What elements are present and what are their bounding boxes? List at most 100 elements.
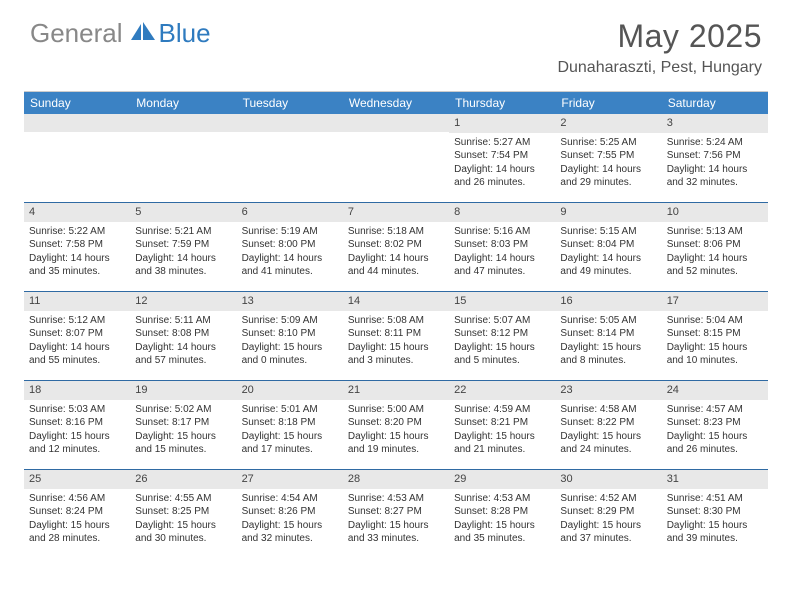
day-body: Sunrise: 5:21 AMSunset: 7:59 PMDaylight:… bbox=[130, 222, 236, 283]
day-cell: 4Sunrise: 5:22 AMSunset: 7:58 PMDaylight… bbox=[24, 203, 130, 291]
day-number: 31 bbox=[662, 470, 768, 489]
day-cell: 30Sunrise: 4:52 AMSunset: 8:29 PMDayligh… bbox=[555, 470, 661, 558]
day-number: 22 bbox=[449, 381, 555, 400]
location-text: Dunaharaszti, Pest, Hungary bbox=[557, 59, 762, 77]
day-cell: 16Sunrise: 5:05 AMSunset: 8:14 PMDayligh… bbox=[555, 292, 661, 380]
dayheader-cell: Friday bbox=[555, 92, 661, 114]
day-body: Sunrise: 4:56 AMSunset: 8:24 PMDaylight:… bbox=[24, 489, 130, 550]
day-cell: 23Sunrise: 4:58 AMSunset: 8:22 PMDayligh… bbox=[555, 381, 661, 469]
day-cell: 5Sunrise: 5:21 AMSunset: 7:59 PMDaylight… bbox=[130, 203, 236, 291]
day-body: Sunrise: 5:01 AMSunset: 8:18 PMDaylight:… bbox=[237, 400, 343, 461]
dayheader-cell: Tuesday bbox=[237, 92, 343, 114]
day-number: 8 bbox=[449, 203, 555, 222]
day-body: Sunrise: 5:07 AMSunset: 8:12 PMDaylight:… bbox=[449, 311, 555, 372]
day-number: 14 bbox=[343, 292, 449, 311]
day-body: Sunrise: 4:57 AMSunset: 8:23 PMDaylight:… bbox=[662, 400, 768, 461]
day-body: Sunrise: 5:04 AMSunset: 8:15 PMDaylight:… bbox=[662, 311, 768, 372]
day-cell: 26Sunrise: 4:55 AMSunset: 8:25 PMDayligh… bbox=[130, 470, 236, 558]
day-number: 1 bbox=[449, 114, 555, 133]
day-number: 11 bbox=[24, 292, 130, 311]
day-number: 16 bbox=[555, 292, 661, 311]
day-number bbox=[343, 114, 449, 132]
dayheader-cell: Wednesday bbox=[343, 92, 449, 114]
day-cell: 1Sunrise: 5:27 AMSunset: 7:54 PMDaylight… bbox=[449, 114, 555, 202]
day-cell bbox=[24, 114, 130, 202]
day-number bbox=[237, 114, 343, 132]
day-body: Sunrise: 5:11 AMSunset: 8:08 PMDaylight:… bbox=[130, 311, 236, 372]
day-cell: 2Sunrise: 5:25 AMSunset: 7:55 PMDaylight… bbox=[555, 114, 661, 202]
logo-text-blue: Blue bbox=[159, 18, 211, 49]
day-body: Sunrise: 5:05 AMSunset: 8:14 PMDaylight:… bbox=[555, 311, 661, 372]
week-row: 11Sunrise: 5:12 AMSunset: 8:07 PMDayligh… bbox=[24, 291, 768, 380]
week-row: 1Sunrise: 5:27 AMSunset: 7:54 PMDaylight… bbox=[24, 114, 768, 202]
day-body: Sunrise: 5:24 AMSunset: 7:56 PMDaylight:… bbox=[662, 133, 768, 194]
day-number bbox=[24, 114, 130, 132]
day-number: 3 bbox=[662, 114, 768, 133]
day-cell: 18Sunrise: 5:03 AMSunset: 8:16 PMDayligh… bbox=[24, 381, 130, 469]
day-number: 9 bbox=[555, 203, 661, 222]
day-number: 15 bbox=[449, 292, 555, 311]
logo-text-general: General bbox=[30, 18, 123, 49]
day-body: Sunrise: 4:55 AMSunset: 8:25 PMDaylight:… bbox=[130, 489, 236, 550]
day-number: 18 bbox=[24, 381, 130, 400]
day-cell: 27Sunrise: 4:54 AMSunset: 8:26 PMDayligh… bbox=[237, 470, 343, 558]
header: General Blue May 2025 Dunaharaszti, Pest… bbox=[0, 0, 792, 85]
day-body: Sunrise: 5:19 AMSunset: 8:00 PMDaylight:… bbox=[237, 222, 343, 283]
day-cell: 17Sunrise: 5:04 AMSunset: 8:15 PMDayligh… bbox=[662, 292, 768, 380]
dayheader-row: SundayMondayTuesdayWednesdayThursdayFrid… bbox=[24, 92, 768, 114]
day-cell: 6Sunrise: 5:19 AMSunset: 8:00 PMDaylight… bbox=[237, 203, 343, 291]
day-number: 6 bbox=[237, 203, 343, 222]
day-body: Sunrise: 4:53 AMSunset: 8:28 PMDaylight:… bbox=[449, 489, 555, 550]
day-cell: 14Sunrise: 5:08 AMSunset: 8:11 PMDayligh… bbox=[343, 292, 449, 380]
day-cell: 7Sunrise: 5:18 AMSunset: 8:02 PMDaylight… bbox=[343, 203, 449, 291]
dayheader-cell: Thursday bbox=[449, 92, 555, 114]
day-number: 25 bbox=[24, 470, 130, 489]
day-body: Sunrise: 4:52 AMSunset: 8:29 PMDaylight:… bbox=[555, 489, 661, 550]
day-number: 23 bbox=[555, 381, 661, 400]
day-cell bbox=[237, 114, 343, 202]
day-body: Sunrise: 5:12 AMSunset: 8:07 PMDaylight:… bbox=[24, 311, 130, 372]
day-cell: 3Sunrise: 5:24 AMSunset: 7:56 PMDaylight… bbox=[662, 114, 768, 202]
calendar: SundayMondayTuesdayWednesdayThursdayFrid… bbox=[24, 91, 768, 558]
day-number: 27 bbox=[237, 470, 343, 489]
day-body: Sunrise: 5:00 AMSunset: 8:20 PMDaylight:… bbox=[343, 400, 449, 461]
day-cell: 24Sunrise: 4:57 AMSunset: 8:23 PMDayligh… bbox=[662, 381, 768, 469]
week-row: 4Sunrise: 5:22 AMSunset: 7:58 PMDaylight… bbox=[24, 202, 768, 291]
day-cell: 13Sunrise: 5:09 AMSunset: 8:10 PMDayligh… bbox=[237, 292, 343, 380]
day-number: 19 bbox=[130, 381, 236, 400]
day-cell: 28Sunrise: 4:53 AMSunset: 8:27 PMDayligh… bbox=[343, 470, 449, 558]
day-body: Sunrise: 5:03 AMSunset: 8:16 PMDaylight:… bbox=[24, 400, 130, 461]
title-block: May 2025 Dunaharaszti, Pest, Hungary bbox=[557, 18, 762, 77]
dayheader-cell: Saturday bbox=[662, 92, 768, 114]
day-cell: 31Sunrise: 4:51 AMSunset: 8:30 PMDayligh… bbox=[662, 470, 768, 558]
day-cell: 11Sunrise: 5:12 AMSunset: 8:07 PMDayligh… bbox=[24, 292, 130, 380]
day-number: 4 bbox=[24, 203, 130, 222]
day-cell: 22Sunrise: 4:59 AMSunset: 8:21 PMDayligh… bbox=[449, 381, 555, 469]
week-row: 18Sunrise: 5:03 AMSunset: 8:16 PMDayligh… bbox=[24, 380, 768, 469]
day-cell bbox=[130, 114, 236, 202]
day-cell: 29Sunrise: 4:53 AMSunset: 8:28 PMDayligh… bbox=[449, 470, 555, 558]
month-title: May 2025 bbox=[557, 18, 762, 55]
day-number: 12 bbox=[130, 292, 236, 311]
day-cell: 10Sunrise: 5:13 AMSunset: 8:06 PMDayligh… bbox=[662, 203, 768, 291]
day-cell: 21Sunrise: 5:00 AMSunset: 8:20 PMDayligh… bbox=[343, 381, 449, 469]
day-body: Sunrise: 5:09 AMSunset: 8:10 PMDaylight:… bbox=[237, 311, 343, 372]
day-body: Sunrise: 4:53 AMSunset: 8:27 PMDaylight:… bbox=[343, 489, 449, 550]
day-number: 21 bbox=[343, 381, 449, 400]
day-number bbox=[130, 114, 236, 132]
day-number: 13 bbox=[237, 292, 343, 311]
day-body: Sunrise: 5:16 AMSunset: 8:03 PMDaylight:… bbox=[449, 222, 555, 283]
day-body: Sunrise: 4:59 AMSunset: 8:21 PMDaylight:… bbox=[449, 400, 555, 461]
week-row: 25Sunrise: 4:56 AMSunset: 8:24 PMDayligh… bbox=[24, 469, 768, 558]
logo-sails-icon bbox=[129, 20, 157, 47]
day-number: 10 bbox=[662, 203, 768, 222]
day-body: Sunrise: 5:25 AMSunset: 7:55 PMDaylight:… bbox=[555, 133, 661, 194]
day-cell: 25Sunrise: 4:56 AMSunset: 8:24 PMDayligh… bbox=[24, 470, 130, 558]
day-cell: 20Sunrise: 5:01 AMSunset: 8:18 PMDayligh… bbox=[237, 381, 343, 469]
day-body: Sunrise: 5:18 AMSunset: 8:02 PMDaylight:… bbox=[343, 222, 449, 283]
day-number: 26 bbox=[130, 470, 236, 489]
day-body: Sunrise: 5:15 AMSunset: 8:04 PMDaylight:… bbox=[555, 222, 661, 283]
day-body: Sunrise: 4:51 AMSunset: 8:30 PMDaylight:… bbox=[662, 489, 768, 550]
logo: General Blue bbox=[30, 18, 211, 49]
day-body: Sunrise: 5:02 AMSunset: 8:17 PMDaylight:… bbox=[130, 400, 236, 461]
